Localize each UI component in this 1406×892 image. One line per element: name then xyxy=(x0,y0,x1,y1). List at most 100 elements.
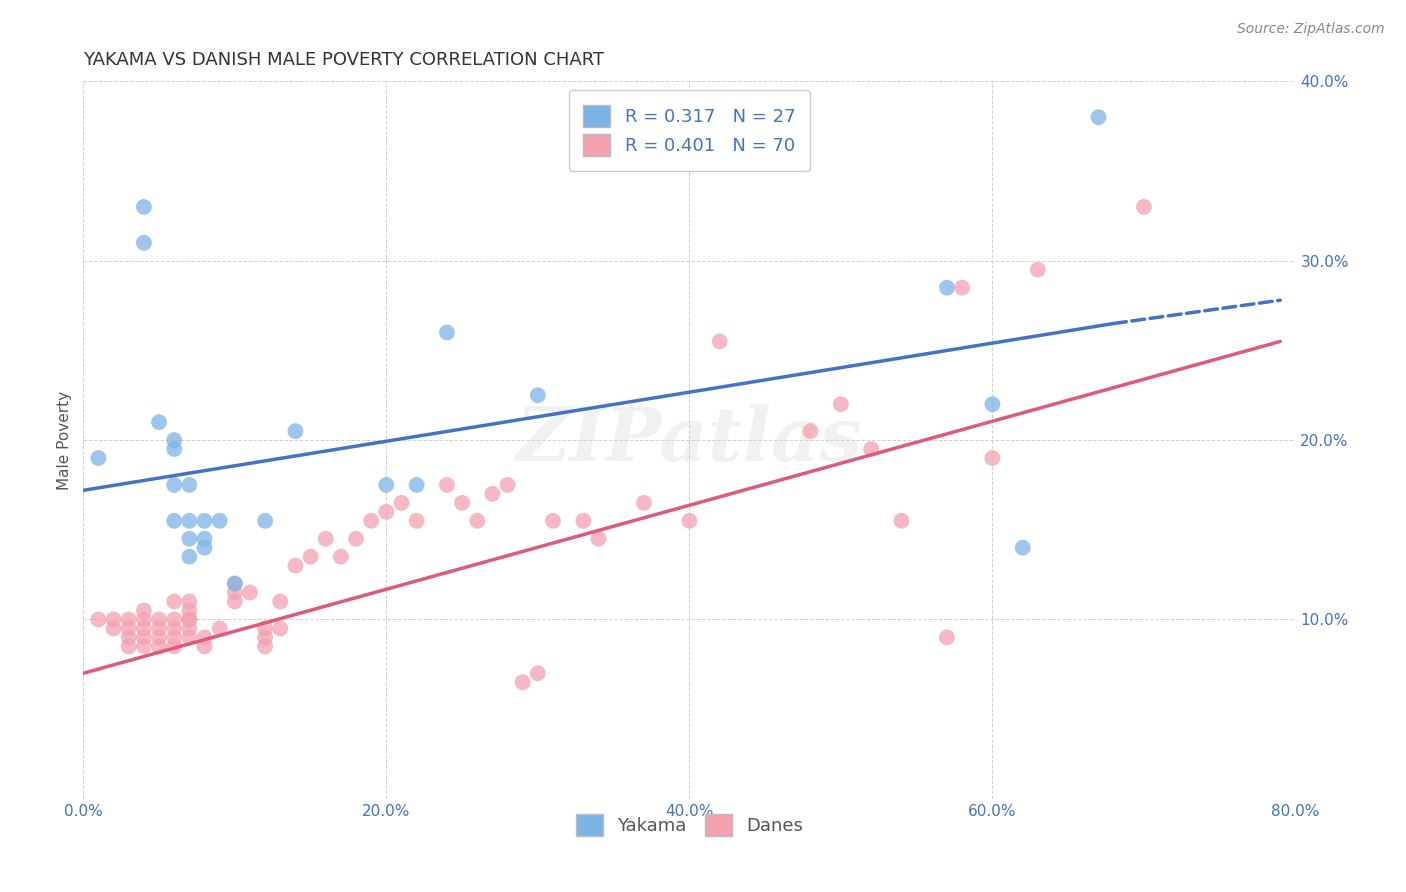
Point xyxy=(254,622,277,636)
Point xyxy=(254,631,277,645)
Legend: Yakama, Danes: Yakama, Danes xyxy=(568,807,810,844)
Point xyxy=(103,622,125,636)
Point xyxy=(163,622,186,636)
Point xyxy=(148,622,170,636)
Point xyxy=(193,514,215,528)
Point xyxy=(1011,541,1033,555)
Point xyxy=(299,549,322,564)
Point xyxy=(163,514,186,528)
Point xyxy=(981,450,1004,465)
Text: ZIPatlas: ZIPatlas xyxy=(516,404,863,476)
Point xyxy=(163,612,186,626)
Point xyxy=(1026,262,1049,277)
Point xyxy=(163,631,186,645)
Point xyxy=(118,631,141,645)
Point xyxy=(132,235,155,250)
Point xyxy=(132,603,155,617)
Point xyxy=(179,478,201,492)
Point xyxy=(329,549,352,564)
Point xyxy=(315,532,337,546)
Point xyxy=(179,594,201,608)
Point xyxy=(678,514,700,528)
Point xyxy=(132,612,155,626)
Point xyxy=(1087,110,1109,124)
Point xyxy=(179,612,201,626)
Point xyxy=(344,532,367,546)
Point xyxy=(224,576,246,591)
Point xyxy=(224,576,246,591)
Point xyxy=(709,334,731,349)
Point xyxy=(118,640,141,654)
Point xyxy=(118,612,141,626)
Point xyxy=(163,594,186,608)
Point xyxy=(465,514,488,528)
Point xyxy=(239,585,262,599)
Point xyxy=(860,442,883,456)
Point xyxy=(527,388,550,402)
Point xyxy=(512,675,534,690)
Point xyxy=(132,631,155,645)
Point xyxy=(132,640,155,654)
Text: Source: ZipAtlas.com: Source: ZipAtlas.com xyxy=(1237,22,1385,37)
Point xyxy=(405,478,427,492)
Point xyxy=(588,532,610,546)
Point xyxy=(179,549,201,564)
Point xyxy=(193,631,215,645)
Point xyxy=(148,631,170,645)
Point xyxy=(496,478,519,492)
Point xyxy=(193,532,215,546)
Point xyxy=(375,478,398,492)
Point xyxy=(208,514,231,528)
Point xyxy=(284,424,307,438)
Point xyxy=(118,622,141,636)
Point xyxy=(800,424,823,438)
Point xyxy=(148,640,170,654)
Point xyxy=(950,280,973,294)
Point xyxy=(360,514,382,528)
Point xyxy=(269,594,291,608)
Point xyxy=(436,326,458,340)
Point xyxy=(541,514,564,528)
Point xyxy=(163,640,186,654)
Point xyxy=(224,585,246,599)
Point xyxy=(830,397,852,411)
Point xyxy=(179,532,201,546)
Point xyxy=(193,640,215,654)
Point xyxy=(1133,200,1156,214)
Point xyxy=(436,478,458,492)
Point xyxy=(179,514,201,528)
Text: YAKAMA VS DANISH MALE POVERTY CORRELATION CHART: YAKAMA VS DANISH MALE POVERTY CORRELATIO… xyxy=(83,51,605,69)
Point xyxy=(208,622,231,636)
Point xyxy=(87,450,110,465)
Point xyxy=(890,514,912,528)
Point xyxy=(132,622,155,636)
Point xyxy=(193,541,215,555)
Point xyxy=(405,514,427,528)
Point xyxy=(179,603,201,617)
Point xyxy=(936,280,959,294)
Point xyxy=(179,631,201,645)
Point xyxy=(148,612,170,626)
Point xyxy=(163,442,186,456)
Point xyxy=(936,631,959,645)
Point xyxy=(179,612,201,626)
Point xyxy=(163,478,186,492)
Point xyxy=(572,514,595,528)
Point xyxy=(163,433,186,447)
Point xyxy=(391,496,413,510)
Y-axis label: Male Poverty: Male Poverty xyxy=(58,391,72,490)
Point xyxy=(103,612,125,626)
Point xyxy=(148,415,170,429)
Point xyxy=(254,640,277,654)
Point xyxy=(451,496,474,510)
Point xyxy=(481,487,503,501)
Point xyxy=(527,666,550,681)
Point xyxy=(633,496,655,510)
Point xyxy=(981,397,1004,411)
Point xyxy=(269,622,291,636)
Point xyxy=(284,558,307,573)
Point xyxy=(375,505,398,519)
Point xyxy=(87,612,110,626)
Point xyxy=(224,594,246,608)
Point xyxy=(254,514,277,528)
